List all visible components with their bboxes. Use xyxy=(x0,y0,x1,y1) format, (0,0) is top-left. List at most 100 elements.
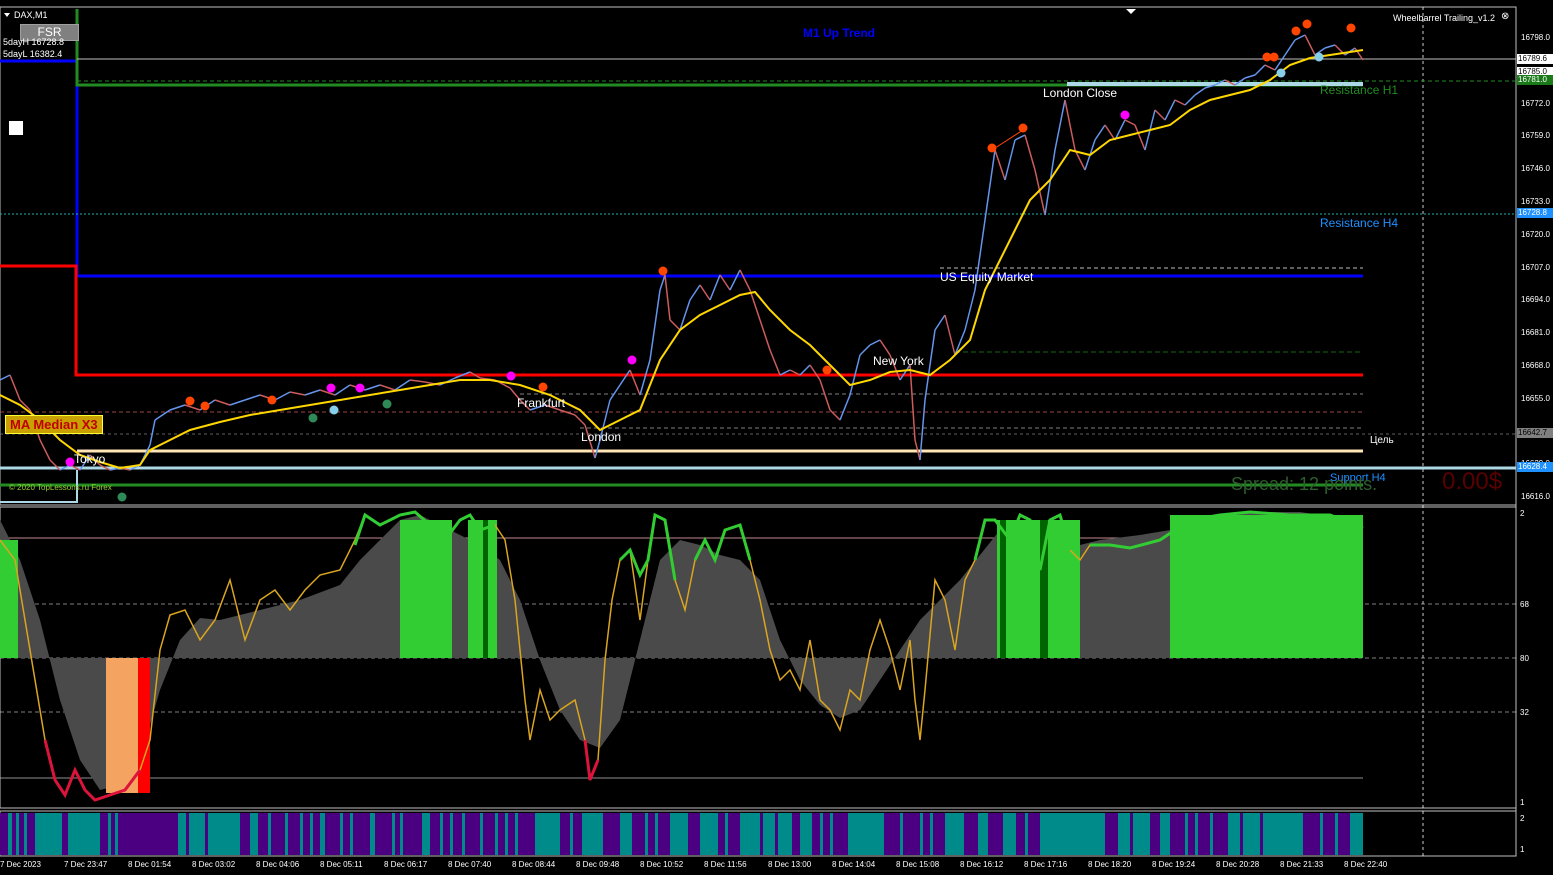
price-tag: 16789.6 xyxy=(1517,54,1553,64)
price-axis-label: 16746.0 xyxy=(1521,164,1550,174)
fractal-magenta-marker xyxy=(65,457,75,467)
price-segment xyxy=(39,439,51,461)
price-segment xyxy=(19,399,31,411)
price-segment xyxy=(1064,99,1076,151)
price-segment xyxy=(669,319,681,331)
osc-green-block xyxy=(997,520,1080,658)
bottom-bar-stripe xyxy=(495,813,498,855)
bottom-bar-segment xyxy=(718,813,740,855)
bottom-bar-stripe xyxy=(1025,813,1028,855)
bottom-bar-stripe xyxy=(462,813,465,855)
time-axis-label: 8 Dec 22:40 xyxy=(1344,860,1388,869)
five-day-low: 5dayL 16382.4 xyxy=(3,49,63,59)
price-segment xyxy=(334,384,351,396)
time-axis-label: 8 Dec 10:52 xyxy=(640,860,684,869)
bottom-bar-stripe xyxy=(195,813,198,855)
price-segment xyxy=(1214,79,1226,86)
session-frankfurt: Frankfurt xyxy=(517,396,566,410)
price-segment xyxy=(1184,94,1196,106)
price-segment xyxy=(454,371,471,379)
fractal-up-marker xyxy=(538,382,548,392)
bottom-bar-segment xyxy=(100,813,178,855)
price-segment xyxy=(1104,124,1116,141)
price-segment xyxy=(1234,77,1246,86)
bottom-bar-segment xyxy=(8,813,12,855)
price-segment xyxy=(849,354,861,396)
price-segment xyxy=(559,409,576,416)
bottom-bar-stripe xyxy=(775,813,778,855)
fractal-up-marker xyxy=(1018,123,1028,133)
fractal-magenta-marker xyxy=(326,383,336,393)
price-segment xyxy=(679,299,691,331)
fractal-up-marker xyxy=(1346,23,1356,33)
fractal-up-marker xyxy=(1291,26,1301,36)
fractal-cyan-marker xyxy=(329,405,339,415)
price-segment xyxy=(154,409,171,421)
bottom-bar-segment xyxy=(320,813,325,855)
bottom-bar-segment xyxy=(988,813,1003,855)
bottom-bar-stripe xyxy=(1240,813,1243,855)
price-segment xyxy=(574,414,586,426)
bottom-bar-stripe xyxy=(1195,813,1198,855)
oscillator-histogram xyxy=(0,510,1364,802)
time-axis-label: 8 Dec 07:40 xyxy=(448,860,492,869)
price-segment xyxy=(519,399,531,411)
price-segment xyxy=(1304,34,1316,56)
bottom-bar-stripe xyxy=(900,813,903,855)
osc-dark-green-block xyxy=(483,520,488,658)
price-segment xyxy=(914,439,921,461)
bottom-bar-segment xyxy=(945,813,964,855)
price-axis-label: 16681.0 xyxy=(1521,328,1550,338)
bottom-bar-stripe xyxy=(186,813,189,855)
price-segment xyxy=(1294,34,1306,41)
bottom-bar-stripe xyxy=(450,813,453,855)
bottom-bar-segment xyxy=(632,813,670,855)
price-segment xyxy=(1274,54,1286,71)
bottom-bar-stripe xyxy=(24,813,27,855)
session-london-close: London Close xyxy=(1043,86,1118,100)
price-segment xyxy=(244,394,261,401)
price-segment xyxy=(689,284,701,301)
fractal-cyan-marker xyxy=(1276,68,1286,78)
time-axis-label: 8 Dec 18:20 xyxy=(1088,860,1132,869)
bottom-bar-stripe xyxy=(268,813,271,855)
bottom-bar-segment xyxy=(1150,813,1160,855)
copyright-text: © 2020 TopLessons.ru Forex xyxy=(9,483,112,492)
price-segment xyxy=(1194,87,1206,96)
price-segment xyxy=(809,364,821,381)
bottom-bar-stripe xyxy=(570,813,573,855)
indicator-name: Wheelbarrel Trailing_v1.2 xyxy=(1393,13,1496,23)
price-segment xyxy=(1014,134,1026,141)
price-segment xyxy=(394,379,411,391)
price-tag: 16781.0 xyxy=(1517,75,1553,85)
bottom-bar-stripe xyxy=(645,813,648,855)
price-segment xyxy=(859,344,871,356)
price-segment xyxy=(1164,99,1176,121)
price-segment xyxy=(169,404,186,411)
time-axis-label: 8 Dec 19:24 xyxy=(1152,860,1196,869)
price-segment xyxy=(229,399,246,406)
toggle-square-button[interactable] xyxy=(9,121,23,135)
price-segment xyxy=(1244,74,1256,79)
price-segment xyxy=(659,274,666,291)
price-segment xyxy=(1034,169,1046,216)
price-tag: 16785.0 xyxy=(1517,67,1553,77)
settings-icon[interactable]: ⊗ xyxy=(1501,11,1510,22)
price-segment xyxy=(1354,47,1364,61)
price-segment xyxy=(274,391,291,401)
price-axis-label: 16759.0 xyxy=(1521,131,1550,141)
resistance-h1-label: Resistance H1 xyxy=(1320,83,1399,97)
symbol-title: DAX,M1 xyxy=(14,10,48,20)
osc-orange-block xyxy=(106,658,138,793)
price-axis-label: 16733.0 xyxy=(1521,197,1550,206)
fsr-button[interactable]: FSR xyxy=(20,24,79,41)
time-axis-label: 8 Dec 13:00 xyxy=(768,860,812,869)
price-axis-label: 16772.0 xyxy=(1521,98,1550,108)
bottom-bar-segment xyxy=(1105,813,1118,855)
price-segment xyxy=(759,319,771,351)
bottom-bar-segment xyxy=(1160,813,1170,855)
osc-line-overbought xyxy=(693,523,752,564)
fractal-magenta-marker xyxy=(627,355,637,365)
bottom-bar-stripe xyxy=(655,813,658,855)
